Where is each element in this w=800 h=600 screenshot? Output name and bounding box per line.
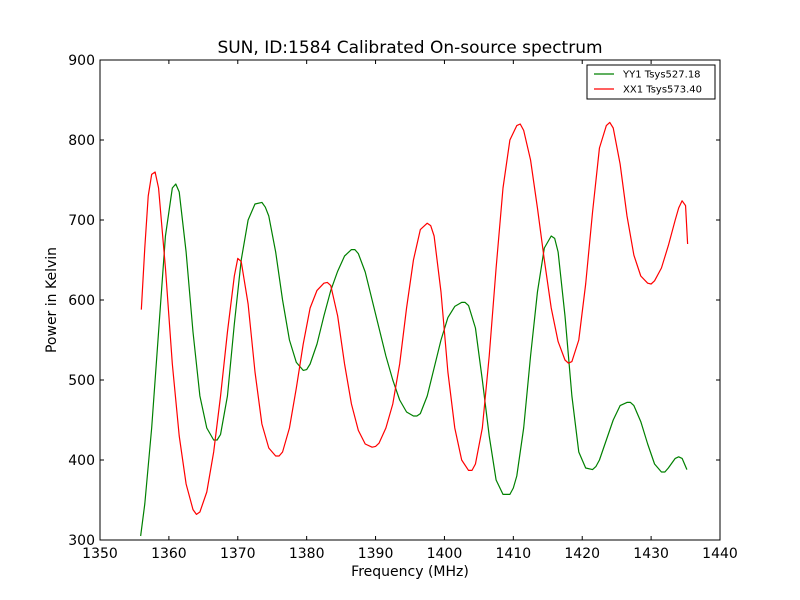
y-axis-label: Power in Kelvin <box>44 247 60 353</box>
legend-box <box>586 64 716 100</box>
x-tick-label: 1420 <box>564 546 600 562</box>
series-line-xx1 <box>140 121 689 516</box>
legend-label-yy1: YY1 Tsys527.18 <box>622 70 701 81</box>
legend-label-xx1: XX1 Tsys573.40 <box>623 85 702 96</box>
x-tick-label: 1440 <box>702 546 738 562</box>
x-tick-label: 1410 <box>496 546 532 562</box>
x-tick-label: 1400 <box>427 546 463 562</box>
y-tick-label: 400 <box>68 453 95 469</box>
y-tick-label: 600 <box>68 293 95 309</box>
series-layer <box>140 121 689 537</box>
x-tick-label: 1380 <box>289 546 325 562</box>
x-axis-label: Frequency (MHz) <box>351 564 469 580</box>
y-axis-ticks: 300 400 500 600 700 800 900 <box>68 53 720 549</box>
chart-title: SUN, ID:1584 Calibrated On-source spectr… <box>217 38 602 58</box>
legend: YY1 Tsys527.18 XX1 Tsys573.40 <box>586 64 716 100</box>
series-line-yy1 <box>140 183 688 537</box>
x-tick-label: 1350 <box>82 546 118 562</box>
y-tick-label: 800 <box>68 133 95 149</box>
y-tick-label: 900 <box>68 53 95 69</box>
y-tick-label: 500 <box>68 373 95 389</box>
x-tick-label: 1430 <box>633 546 669 562</box>
x-tick-label: 1370 <box>220 546 256 562</box>
x-tick-label: 1360 <box>151 546 187 562</box>
y-tick-label: 700 <box>68 213 95 229</box>
x-axis-ticks: 1350 1360 1370 1380 1390 1400 1410 1420 1430 1440 <box>82 60 738 562</box>
y-tick-label: 300 <box>68 533 95 549</box>
x-tick-label: 1390 <box>358 546 394 562</box>
